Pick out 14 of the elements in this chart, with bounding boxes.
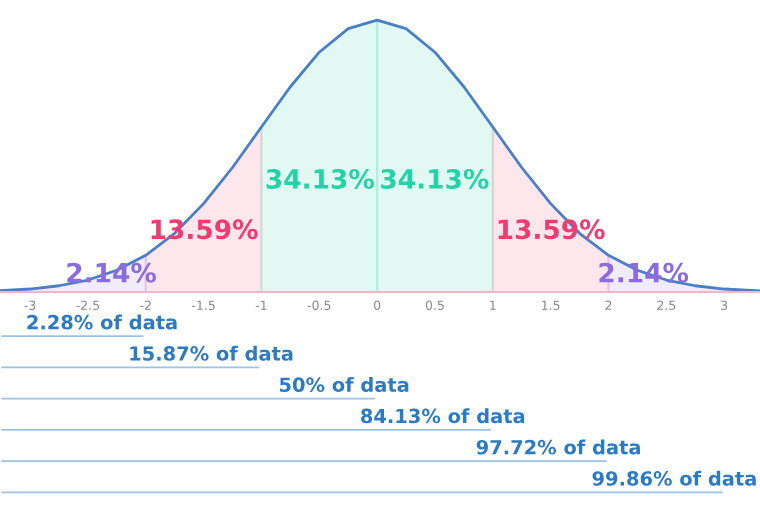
bar <box>0 457 610 465</box>
annotation: 34.13% <box>381 168 489 189</box>
annotation: 97.72% of data <box>476 439 640 455</box>
bar <box>0 363 263 371</box>
annotation: 15.87% of data <box>130 345 293 361</box>
annotation: 84.13% of data <box>361 408 525 424</box>
annotation: 2.28% of data <box>27 314 177 330</box>
annotation: 99.86% of data <box>592 470 756 486</box>
annotation: 34.13% <box>266 168 374 189</box>
bar <box>0 395 378 403</box>
bar <box>0 426 494 434</box>
bar <box>0 488 724 496</box>
annotation: 50% of data <box>279 377 409 393</box>
bar <box>0 332 147 340</box>
